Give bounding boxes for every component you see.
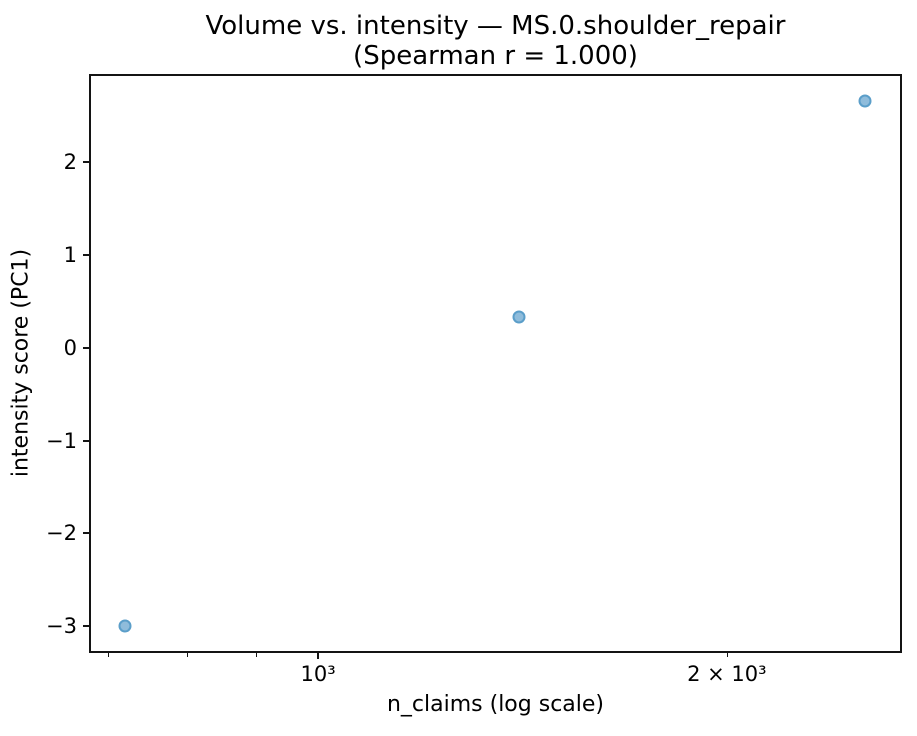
y-tick-label: 1 [63,242,77,267]
y-axis-label: intensity score (PC1) [8,248,34,478]
y-tick-label: 0 [63,335,77,360]
scatter-point [512,310,526,324]
x-tick-label: 10³ [300,662,336,686]
y-major-tick [83,253,89,256]
x-minor-tick [186,653,188,657]
y-tick-label: 2 [63,150,77,175]
x-tick-label: 2 × 10³ [687,662,767,686]
scatter-point [858,94,872,108]
y-tick-label: −1 [46,428,77,453]
y-tick-label: −2 [46,521,77,546]
y-major-tick [83,161,89,164]
y-tick-label: −3 [46,614,77,639]
scatter-point [118,619,132,633]
x-minor-tick [726,653,728,657]
x-major-tick [317,653,320,659]
x-minor-tick [107,653,109,657]
y-major-tick [83,346,89,349]
x-minor-tick [256,653,257,657]
x-axis-label: n_claims (log scale) [386,692,604,717]
y-major-tick [83,625,89,628]
y-major-tick [83,532,89,535]
plot-area [89,74,902,653]
y-major-tick [83,439,89,442]
chart-subtitle: (Spearman r = 1.000) [353,41,638,71]
chart-title: Volume vs. intensity — MS.0.shoulder_rep… [205,11,786,41]
